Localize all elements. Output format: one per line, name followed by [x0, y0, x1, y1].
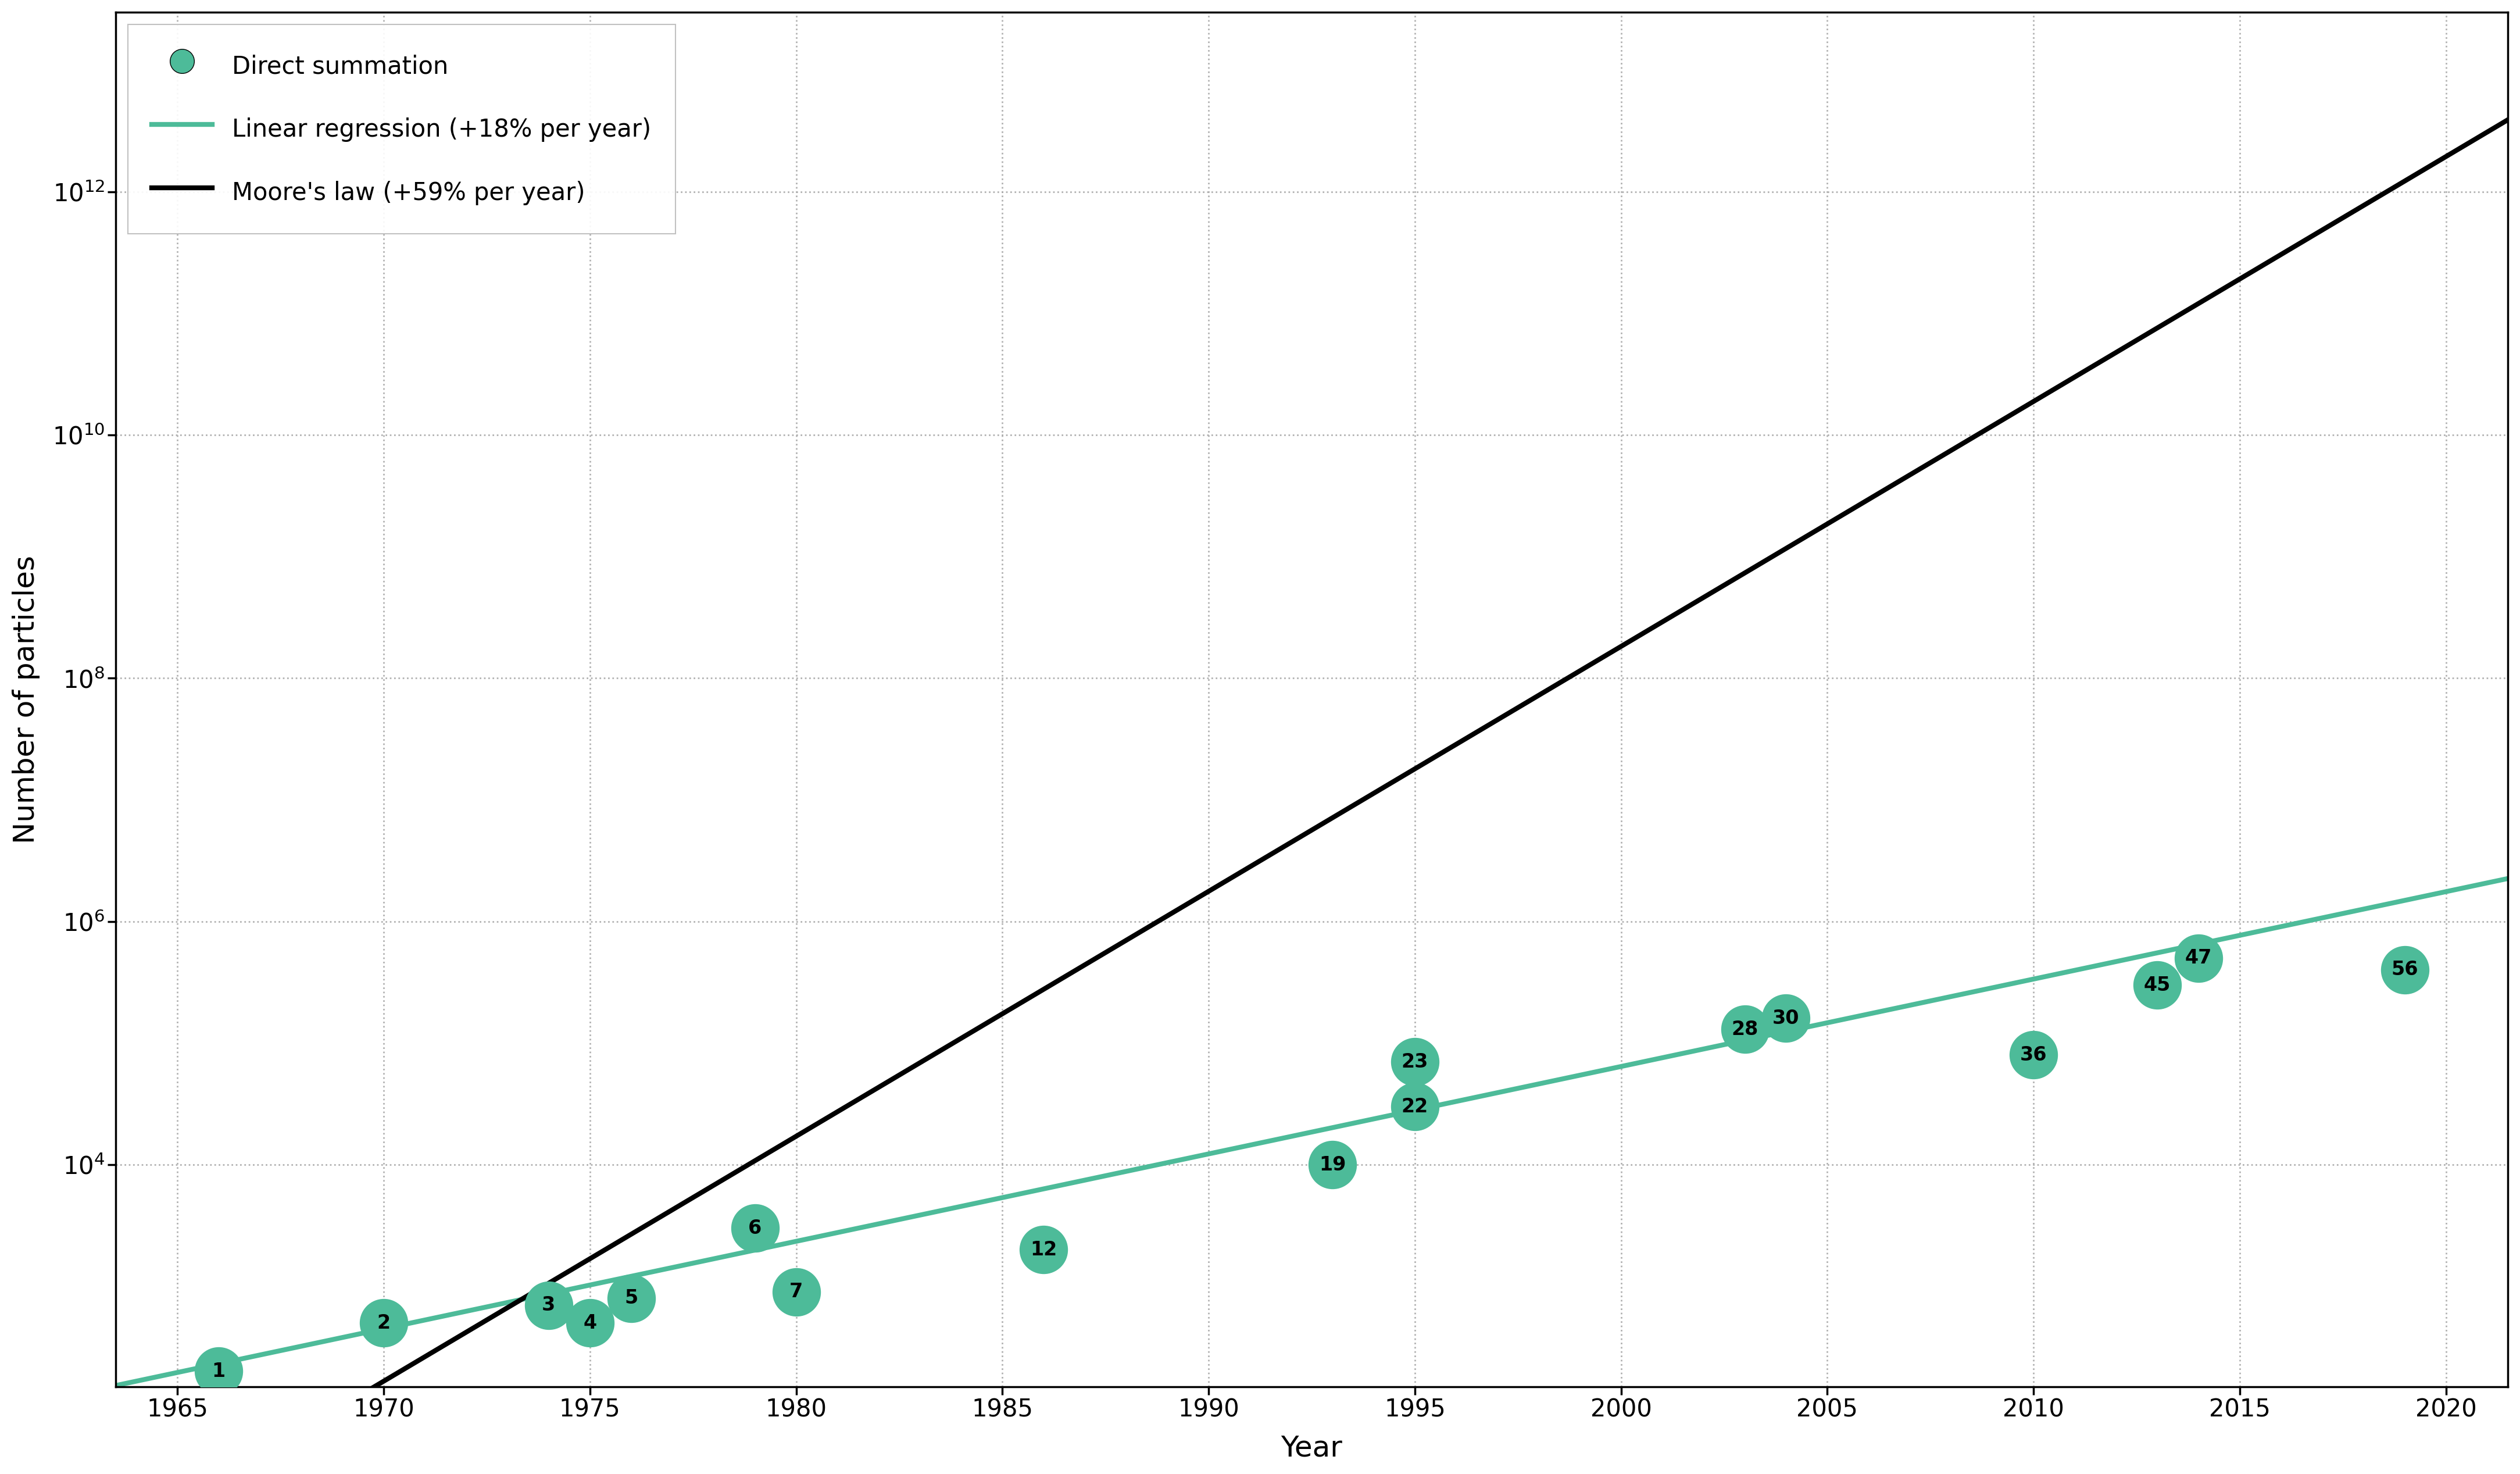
Text: 7: 7: [789, 1282, 804, 1302]
Text: 47: 47: [2185, 948, 2213, 968]
Y-axis label: Number of particles: Number of particles: [13, 556, 40, 843]
Text: 28: 28: [1731, 1020, 1759, 1039]
Text: 2: 2: [378, 1313, 391, 1332]
Text: 23: 23: [1401, 1052, 1429, 1072]
Legend: Direct summation, Linear regression (+18% per year), Moore's law (+59% per year): Direct summation, Linear regression (+18…: [129, 24, 675, 234]
Text: 5: 5: [625, 1288, 638, 1307]
Text: 22: 22: [1401, 1097, 1429, 1116]
Text: 45: 45: [2145, 976, 2170, 995]
Text: 3: 3: [542, 1296, 554, 1315]
X-axis label: Year: Year: [1280, 1434, 1343, 1462]
Text: 56: 56: [2391, 960, 2419, 979]
Text: 12: 12: [1031, 1240, 1056, 1259]
Text: 30: 30: [1772, 1008, 1799, 1027]
Text: 4: 4: [582, 1313, 597, 1332]
Text: 1: 1: [212, 1362, 224, 1381]
Text: 6: 6: [748, 1219, 761, 1238]
Text: 19: 19: [1318, 1156, 1346, 1175]
Text: 36: 36: [2021, 1045, 2046, 1064]
